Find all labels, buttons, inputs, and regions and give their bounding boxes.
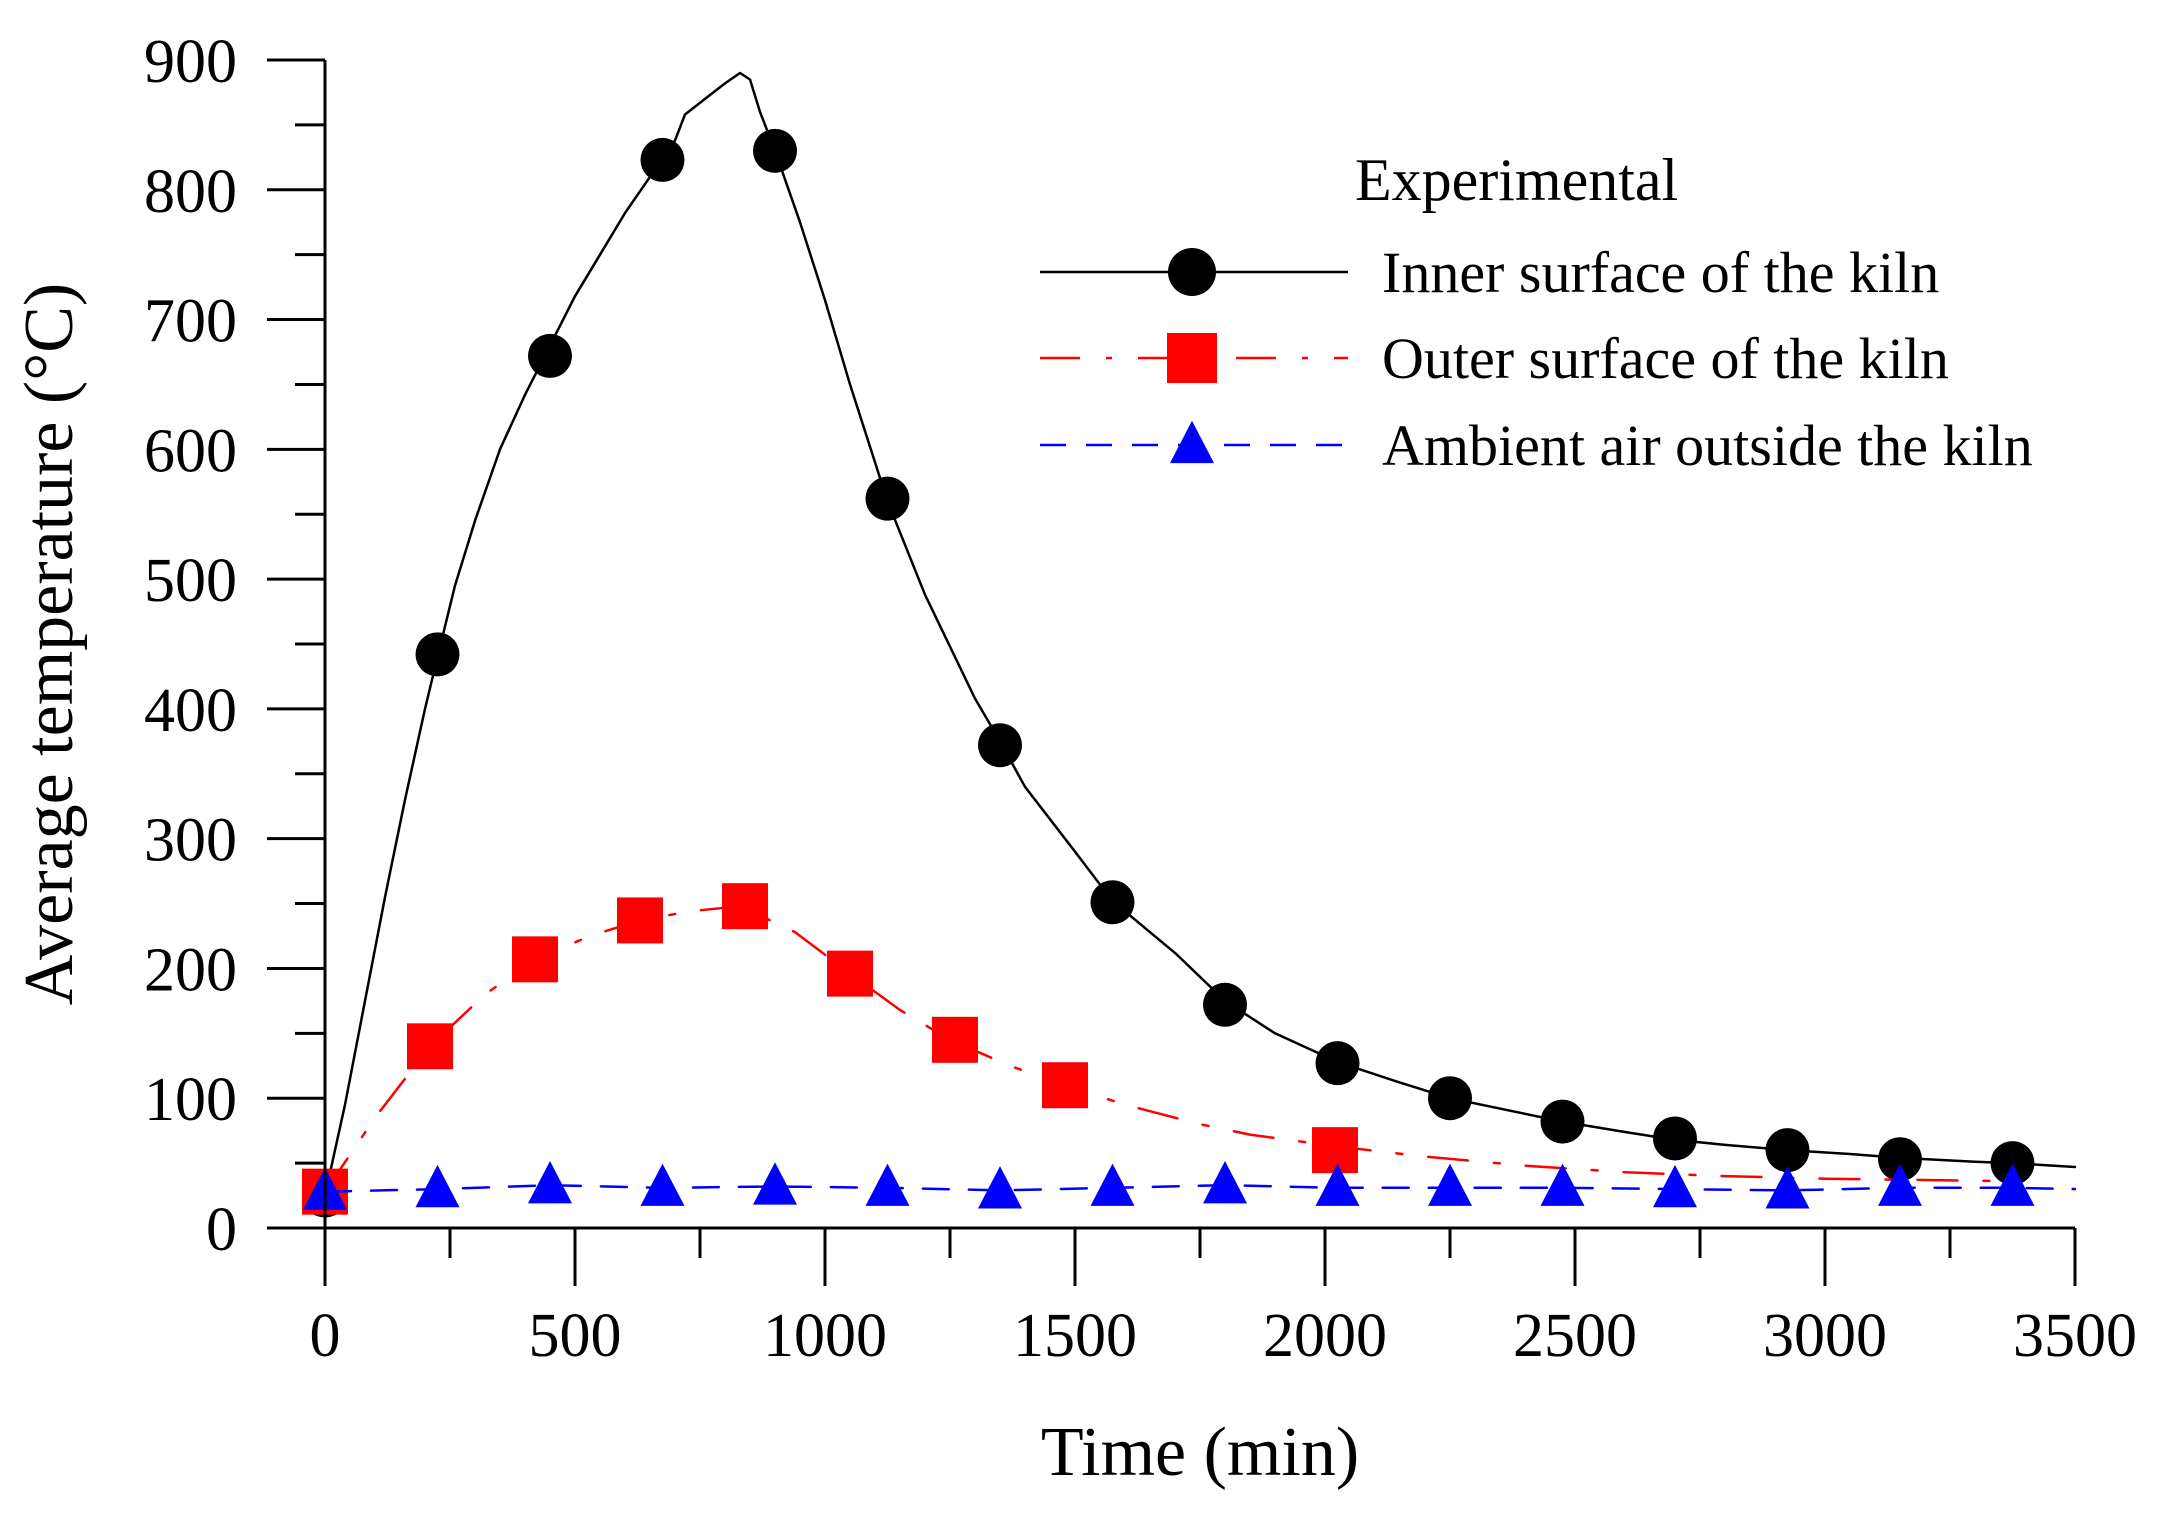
- data-point: [528, 1160, 572, 1204]
- data-point: [978, 723, 1022, 768]
- data-point: [978, 1166, 1022, 1209]
- data-point: [1878, 1137, 1922, 1182]
- data-point: [1990, 1163, 2035, 1206]
- data-point: [1203, 1160, 1247, 1204]
- y-tick-label: 900: [144, 28, 237, 96]
- series-ambient-air-outside-the-kiln: [303, 1160, 2077, 1210]
- y-tick-label: 300: [144, 807, 237, 875]
- y-tick-label: 800: [144, 158, 237, 226]
- data-point: [1428, 1076, 1472, 1121]
- data-point: [415, 632, 460, 677]
- data-point: [1312, 1127, 1358, 1174]
- data-point: [1090, 880, 1135, 925]
- x-tick-label: 3500: [2013, 1302, 2137, 1370]
- series-inner-surface-of-the-kiln: [303, 71, 2077, 1218]
- data-point: [865, 1163, 910, 1206]
- y-tick-label: 700: [144, 288, 237, 356]
- x-tick-label: 0: [310, 1302, 341, 1370]
- data-point: [827, 950, 873, 997]
- legend-entry: Inner surface of the kiln: [1382, 240, 1939, 305]
- data-point: [753, 1162, 797, 1205]
- x-tick-label: 500: [529, 1302, 622, 1370]
- data-point: [407, 1023, 453, 1070]
- data-point: [640, 1163, 685, 1206]
- y-tick-label: 0: [206, 1196, 237, 1264]
- data-point: [1990, 1141, 2035, 1186]
- x-tick-label: 1500: [1013, 1302, 1137, 1370]
- legend-marker: [1167, 333, 1217, 383]
- data-point: [1878, 1163, 1922, 1206]
- legend-entry: Ambient air outside the kiln: [1382, 413, 2033, 478]
- data-point: [1042, 1062, 1088, 1109]
- x-tick-label: 2000: [1263, 1302, 1387, 1370]
- data-point: [1765, 1166, 1810, 1209]
- data-point: [1315, 1163, 1360, 1206]
- y-axis-title: Average temperature (°C): [11, 283, 88, 1005]
- data-point: [415, 1164, 460, 1208]
- series-outer-surface-of-the-kiln: [302, 883, 2017, 1215]
- data-point: [528, 333, 572, 378]
- data-point: [1765, 1128, 1810, 1173]
- y-tick-label: 100: [144, 1066, 237, 1134]
- data-point: [1653, 1164, 1697, 1208]
- data-point: [617, 897, 663, 944]
- data-point: [640, 137, 685, 182]
- legend-marker: [1170, 420, 1214, 464]
- data-point: [865, 476, 910, 521]
- data-point: [753, 128, 797, 173]
- axes: 0 100 200 300 400 500 600 700 800 900 0 500 1000 1500…: [144, 28, 2137, 1370]
- plot-area: [302, 71, 2077, 1218]
- data-point: [932, 1016, 978, 1063]
- x-tick-label: 2500: [1513, 1302, 1637, 1370]
- data-point: [1540, 1099, 1585, 1144]
- series-line: [323, 1183, 2077, 1193]
- x-tick-label: 1000: [763, 1302, 887, 1370]
- legend-title: Experimental: [1355, 147, 1678, 213]
- data-point: [1315, 1041, 1360, 1086]
- x-axis-title: Time (min): [1041, 1414, 1359, 1491]
- data-point: [722, 883, 768, 930]
- x-tick-label: 3000: [1763, 1302, 1887, 1370]
- data-point: [1090, 1163, 1135, 1206]
- data-point: [512, 936, 558, 983]
- data-point: [1203, 982, 1247, 1027]
- y-tick-label: 600: [144, 417, 237, 485]
- data-point: [1653, 1116, 1697, 1161]
- legend-marker: [1168, 248, 1216, 296]
- data-point: [1540, 1163, 1585, 1206]
- data-point: [1428, 1163, 1472, 1206]
- y-tick-label: 500: [144, 547, 237, 615]
- y-tick-label: 400: [144, 677, 237, 745]
- legend-entry: Outer surface of the kiln: [1382, 326, 1949, 391]
- legend: Experimental Inner surface of the kiln Ou…: [1040, 147, 2033, 478]
- y-tick-label: 200: [144, 936, 237, 1004]
